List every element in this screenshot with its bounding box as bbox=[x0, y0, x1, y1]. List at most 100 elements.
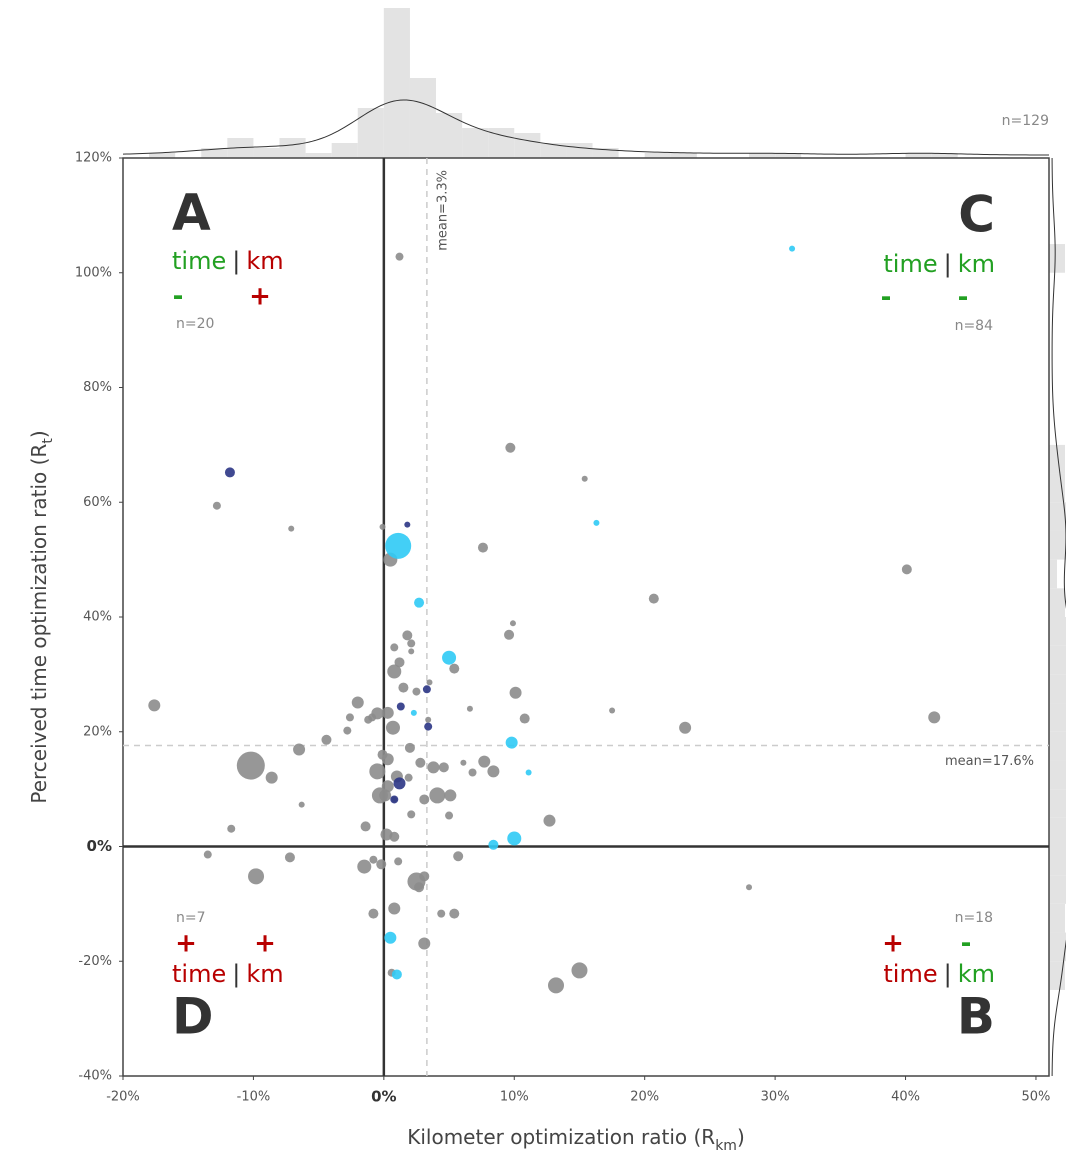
time-sign: - bbox=[881, 283, 892, 313]
data-point bbox=[371, 787, 388, 804]
data-point bbox=[648, 593, 659, 604]
data-point bbox=[519, 713, 530, 724]
data-point bbox=[224, 467, 235, 478]
data-point bbox=[357, 859, 372, 874]
histogram-bar bbox=[383, 8, 410, 158]
y-axis-title: Perceived time optimization ratio (Rt) bbox=[27, 430, 57, 803]
y-axis-title-end: ) bbox=[27, 430, 51, 438]
km-word: km bbox=[246, 247, 283, 275]
y-tick-label: 80% bbox=[83, 380, 112, 395]
data-point bbox=[345, 713, 354, 722]
histogram-bar bbox=[331, 143, 358, 158]
histogram-bar bbox=[514, 133, 541, 158]
data-point bbox=[414, 882, 425, 893]
data-point bbox=[466, 705, 473, 712]
data-point bbox=[449, 908, 460, 919]
data-point bbox=[407, 810, 416, 819]
histogram-bar bbox=[1049, 903, 1065, 933]
data-point bbox=[288, 525, 295, 532]
quadrant-words: time | km bbox=[883, 250, 995, 278]
quadrant-letter: C bbox=[958, 186, 995, 244]
histogram-bar bbox=[1049, 502, 1066, 531]
histogram-bar bbox=[931, 153, 958, 158]
data-point bbox=[391, 969, 402, 980]
data-point bbox=[593, 519, 600, 526]
histogram-bar bbox=[1049, 731, 1066, 761]
x-axis-title: Kilometer optimization ratio (Rkm) bbox=[407, 1125, 745, 1155]
x-tick-label: 0% bbox=[371, 1088, 396, 1106]
data-point bbox=[394, 657, 405, 668]
data-point bbox=[381, 753, 394, 766]
x-tick-label: 30% bbox=[761, 1090, 790, 1105]
y-tick-label: 120% bbox=[75, 151, 112, 166]
density-curve bbox=[1051, 157, 1066, 1077]
histogram-bar bbox=[149, 153, 176, 158]
data-point bbox=[418, 937, 431, 950]
data-point bbox=[248, 868, 265, 885]
data-point bbox=[404, 742, 415, 753]
time-word: time bbox=[883, 250, 937, 278]
data-point bbox=[543, 814, 556, 827]
histogram-bar bbox=[357, 108, 384, 158]
x-tick-label: 20% bbox=[630, 1090, 659, 1105]
data-point bbox=[424, 722, 433, 731]
histogram-bar bbox=[1049, 817, 1066, 847]
data-point bbox=[509, 686, 522, 699]
time-word: time bbox=[172, 960, 226, 988]
data-point bbox=[265, 771, 278, 784]
data-point bbox=[444, 789, 457, 802]
data-point bbox=[442, 650, 457, 665]
y-tick-label: 0% bbox=[87, 837, 112, 855]
data-point bbox=[389, 831, 400, 842]
histogram-bar bbox=[1049, 875, 1066, 904]
data-point bbox=[746, 884, 753, 891]
data-point bbox=[422, 685, 431, 694]
histogram-bar bbox=[1049, 530, 1066, 560]
histogram-bar bbox=[1049, 703, 1066, 732]
data-point bbox=[453, 851, 464, 862]
quadrant-words: time | km bbox=[172, 247, 284, 275]
quadrant-count: n=20 bbox=[176, 316, 214, 332]
data-point bbox=[414, 597, 425, 608]
histogram-bar bbox=[1049, 244, 1065, 273]
data-point bbox=[509, 620, 516, 627]
histogram-bar bbox=[540, 143, 567, 158]
data-point bbox=[548, 977, 565, 994]
histogram-bar bbox=[1049, 846, 1066, 876]
histogram-bar bbox=[1049, 559, 1057, 589]
data-point bbox=[415, 757, 426, 768]
x-tick-label: 50% bbox=[1022, 1090, 1051, 1105]
y-tick-label: -40% bbox=[78, 1069, 112, 1084]
histogram-bar bbox=[1049, 617, 1066, 646]
data-point bbox=[388, 902, 401, 915]
histogram-bar bbox=[749, 153, 776, 158]
data-point bbox=[928, 711, 941, 724]
x-tick-label: -10% bbox=[237, 1090, 271, 1105]
quadrant-letter: B bbox=[957, 988, 995, 1046]
time-word: time bbox=[883, 960, 937, 988]
histogram-bar bbox=[1049, 645, 1066, 675]
data-point bbox=[369, 763, 386, 780]
km-sign: - bbox=[961, 929, 972, 959]
time-sign: + bbox=[882, 929, 904, 959]
data-point bbox=[477, 542, 488, 553]
data-point bbox=[425, 716, 432, 723]
separator: | bbox=[944, 250, 952, 278]
histogram-bar bbox=[566, 143, 593, 158]
histogram-bar bbox=[279, 138, 306, 158]
data-point bbox=[293, 743, 306, 756]
histogram-bar bbox=[905, 153, 932, 158]
data-point bbox=[505, 736, 518, 749]
data-point bbox=[376, 859, 387, 870]
histogram-bar bbox=[1049, 588, 1065, 617]
data-point bbox=[679, 721, 692, 734]
quadrant-count: n=84 bbox=[955, 318, 994, 334]
quadrant-letter: A bbox=[172, 184, 211, 242]
data-point bbox=[445, 811, 454, 820]
km-sign: - bbox=[958, 283, 969, 313]
data-point bbox=[460, 759, 467, 766]
x-tick-label: 10% bbox=[500, 1090, 529, 1105]
histogram-bar bbox=[1049, 760, 1066, 790]
histogram-bar bbox=[1049, 444, 1065, 474]
